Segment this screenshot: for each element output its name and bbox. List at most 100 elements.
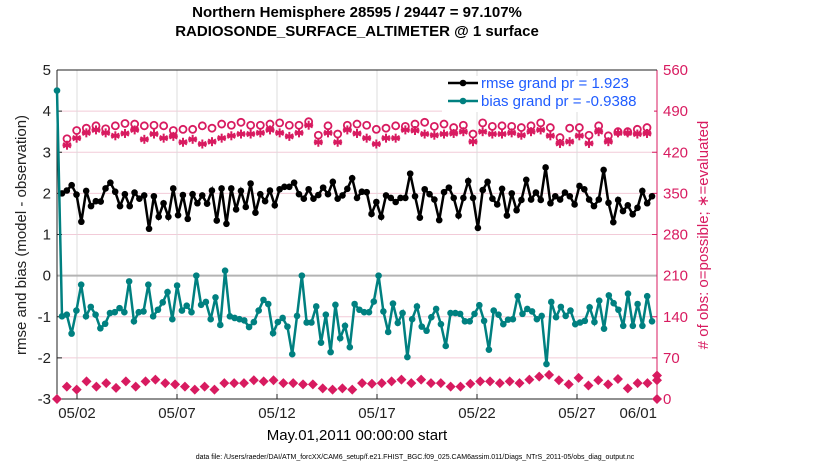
bias-point bbox=[399, 309, 406, 317]
legend-rmse-marker bbox=[459, 79, 467, 87]
low-count-point bbox=[465, 378, 476, 389]
y-axis-label: rmse and bias (model - observation) bbox=[13, 115, 30, 355]
rmse-point bbox=[131, 189, 138, 196]
rmse-point bbox=[281, 183, 288, 191]
rmse-point bbox=[184, 215, 192, 223]
low-count-point bbox=[199, 381, 210, 392]
rmse-point bbox=[518, 196, 525, 204]
rmse-point bbox=[160, 199, 167, 207]
low-count-point bbox=[642, 378, 653, 389]
rmse-point bbox=[218, 185, 225, 192]
bias-point bbox=[471, 310, 478, 318]
possible-point bbox=[429, 122, 439, 131]
bias-point bbox=[130, 317, 138, 325]
rmse-point bbox=[595, 196, 603, 203]
bias-point bbox=[629, 322, 637, 330]
bias-point bbox=[63, 311, 71, 318]
evaluated-point bbox=[149, 129, 159, 139]
low-count-point bbox=[445, 381, 456, 392]
low-count-point bbox=[120, 376, 131, 387]
evaluated-point bbox=[642, 128, 652, 138]
bias-point bbox=[82, 313, 90, 320]
possible-point bbox=[120, 119, 130, 128]
rmse-point bbox=[368, 210, 375, 218]
evaluated-point bbox=[497, 129, 507, 139]
bias-point bbox=[404, 353, 411, 361]
bias-point bbox=[303, 319, 310, 326]
y-tick-label: -3 bbox=[38, 391, 51, 408]
rmse-point bbox=[126, 202, 134, 210]
bias-point bbox=[116, 304, 123, 312]
possible-point bbox=[284, 120, 294, 130]
rmse-point bbox=[629, 211, 636, 218]
rmse-point bbox=[498, 185, 506, 193]
rmse-point bbox=[556, 196, 564, 203]
low-count-point bbox=[61, 381, 72, 392]
rmse-point bbox=[261, 197, 269, 205]
evaluated-point bbox=[536, 125, 546, 135]
evaluated-point bbox=[265, 125, 275, 135]
bias-point bbox=[375, 272, 382, 279]
low-count-point bbox=[366, 378, 377, 389]
rmse-point bbox=[576, 182, 583, 190]
evaluated-point bbox=[516, 130, 526, 140]
low-count-point bbox=[376, 378, 387, 389]
bias-point bbox=[423, 327, 430, 335]
possible-point bbox=[574, 123, 584, 132]
rmse-point bbox=[78, 218, 85, 226]
evaluated-point bbox=[188, 134, 198, 144]
y-right-tick-label: 560 bbox=[663, 62, 688, 79]
chart-title-line-1: Northern Hemisphere 28595 / 29447 = 97.1… bbox=[192, 4, 522, 21]
bias-point bbox=[562, 312, 569, 320]
possible-point bbox=[371, 124, 381, 134]
rmse-point bbox=[353, 194, 361, 202]
low-count-point bbox=[357, 378, 368, 389]
bias-point bbox=[53, 87, 61, 94]
y-tick-label: -1 bbox=[38, 309, 51, 326]
bias-point bbox=[341, 322, 349, 330]
rmse-point bbox=[619, 207, 627, 215]
rmse-point bbox=[150, 192, 158, 200]
bias-point bbox=[485, 346, 493, 353]
evaluated-point bbox=[371, 139, 381, 149]
possible-point bbox=[207, 123, 217, 133]
rmse-point bbox=[165, 213, 172, 221]
legend-bias-marker bbox=[459, 97, 467, 105]
low-count-point bbox=[544, 369, 555, 380]
evaluated-point bbox=[342, 125, 352, 135]
rmse-point bbox=[63, 187, 71, 194]
possible-point bbox=[391, 121, 401, 131]
x-tick-label: 05/22 bbox=[458, 405, 496, 422]
bias-point bbox=[437, 320, 445, 328]
evaluated-point bbox=[217, 133, 227, 143]
rmse-point bbox=[416, 214, 424, 221]
rmse-point bbox=[450, 194, 458, 202]
low-count-point bbox=[179, 381, 190, 392]
bias-point bbox=[255, 307, 262, 314]
rmse-point bbox=[82, 187, 90, 195]
x-tick-label: 06/01 bbox=[619, 405, 657, 422]
bias-point bbox=[154, 306, 162, 314]
rmse-point bbox=[648, 192, 656, 200]
bias-point bbox=[322, 311, 330, 318]
y-tick-label: 1 bbox=[43, 227, 51, 244]
bias-point bbox=[384, 328, 392, 336]
bias-point bbox=[68, 330, 75, 337]
rmse-point bbox=[522, 176, 530, 184]
bias-point bbox=[288, 350, 296, 358]
rmse-point bbox=[624, 202, 632, 209]
y-right-tick-label: 210 bbox=[663, 268, 688, 285]
possible-point bbox=[584, 130, 594, 140]
evaluated-point bbox=[507, 128, 517, 138]
bias-point bbox=[240, 317, 248, 324]
y-tick-label: 0 bbox=[43, 268, 51, 285]
low-count-point bbox=[603, 379, 614, 390]
bias-point bbox=[216, 321, 224, 329]
rmse-point bbox=[121, 190, 129, 198]
chart-title-line-2: RADIOSONDE_SURFACE_ALTIMETER @ 1 surface bbox=[175, 23, 539, 40]
evaluated-point bbox=[584, 138, 594, 148]
evaluated-point bbox=[91, 125, 101, 135]
evaluated-point bbox=[439, 129, 449, 139]
rmse-point bbox=[455, 212, 462, 219]
evaluated-point bbox=[110, 131, 120, 141]
